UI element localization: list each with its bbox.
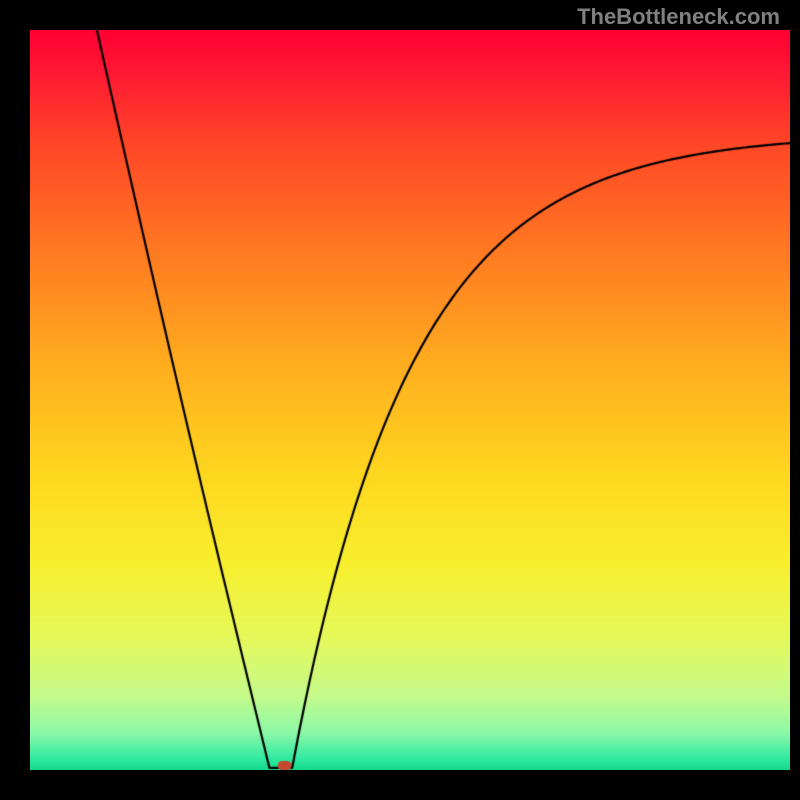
- watermark-text: TheBottleneck.com: [577, 4, 780, 30]
- bottleneck-chart: [30, 30, 790, 770]
- chart-canvas: [30, 30, 790, 770]
